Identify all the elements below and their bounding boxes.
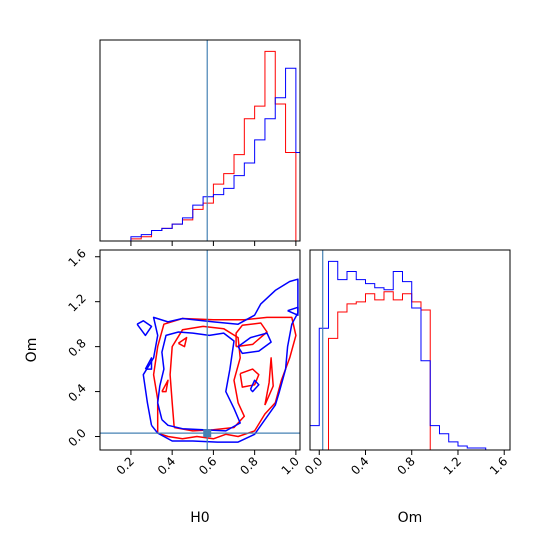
om-hist-xtick-label-3: 1.2 — [441, 454, 464, 477]
contour-lines — [136, 278, 299, 443]
y-axis-label-om: Om — [24, 338, 40, 363]
om-marginal-histogram-panel: 0.0 0.4 0.8 1.2 1.6 — [302, 249, 511, 478]
om-ytick-label-2: 0.8 — [65, 336, 88, 359]
contour-series-2-path-0 — [136, 320, 153, 337]
contour-series-1-path-5 — [177, 336, 188, 348]
x-axis-label-h0: H0 — [190, 510, 209, 526]
h0-marginal-histogram-panel — [99, 39, 301, 246]
truth-point-marker — [203, 429, 212, 438]
histogram-series-1 — [100, 50, 300, 242]
contour-series-2-path-1 — [144, 357, 153, 370]
h0-xtick-label-2: 0.6 — [196, 454, 219, 477]
contour-series-2-path-2 — [142, 278, 299, 443]
x-axis-label-om: Om — [398, 510, 423, 526]
contour-series-2-path-6 — [287, 306, 299, 316]
histogram-series-2 — [309, 260, 510, 451]
h0-xtick-label-3: 0.8 — [237, 454, 260, 477]
contour-series-1-path-6 — [161, 379, 169, 393]
h0-xtick-label-1: 0.4 — [155, 454, 178, 477]
h0-xtick-label-4: 1.0 — [279, 454, 302, 477]
om-hist-xtick-label-1: 0.4 — [348, 454, 371, 477]
contour-series-1-path-3 — [239, 368, 260, 388]
om-hist-xtick-label-2: 0.8 — [394, 454, 417, 477]
contour-series-1-path-2 — [235, 322, 268, 348]
contour-series-1-path-0 — [152, 316, 297, 440]
h0-xtick-label-0: 0.2 — [114, 454, 137, 477]
om-ytick-label-4: 1.6 — [65, 246, 88, 269]
om-hist-xtick-label-4: 1.6 — [487, 454, 510, 477]
histogram-series-1 — [310, 291, 510, 451]
histogram-series-2 — [100, 67, 301, 242]
om-histogram-frame — [309, 249, 511, 451]
contour-series-2-path-4 — [237, 332, 272, 355]
om-ytick-label-0: 0.0 — [65, 426, 88, 449]
contour-series-1-path-4 — [264, 357, 274, 406]
contour-frame — [99, 249, 301, 451]
h0-histogram-frame — [99, 39, 301, 242]
om-hist-xtick-label-0: 0.0 — [302, 454, 325, 477]
om-ytick-label-1: 0.4 — [65, 381, 88, 404]
om-ytick-label-3: 1.2 — [65, 291, 88, 314]
h0-om-joint-contour-panel: 0.2 0.4 0.6 0.8 1.0 0.0 0.4 0.8 1.2 1.6 — [65, 246, 302, 477]
contour-series-2-path-5 — [249, 379, 260, 393]
